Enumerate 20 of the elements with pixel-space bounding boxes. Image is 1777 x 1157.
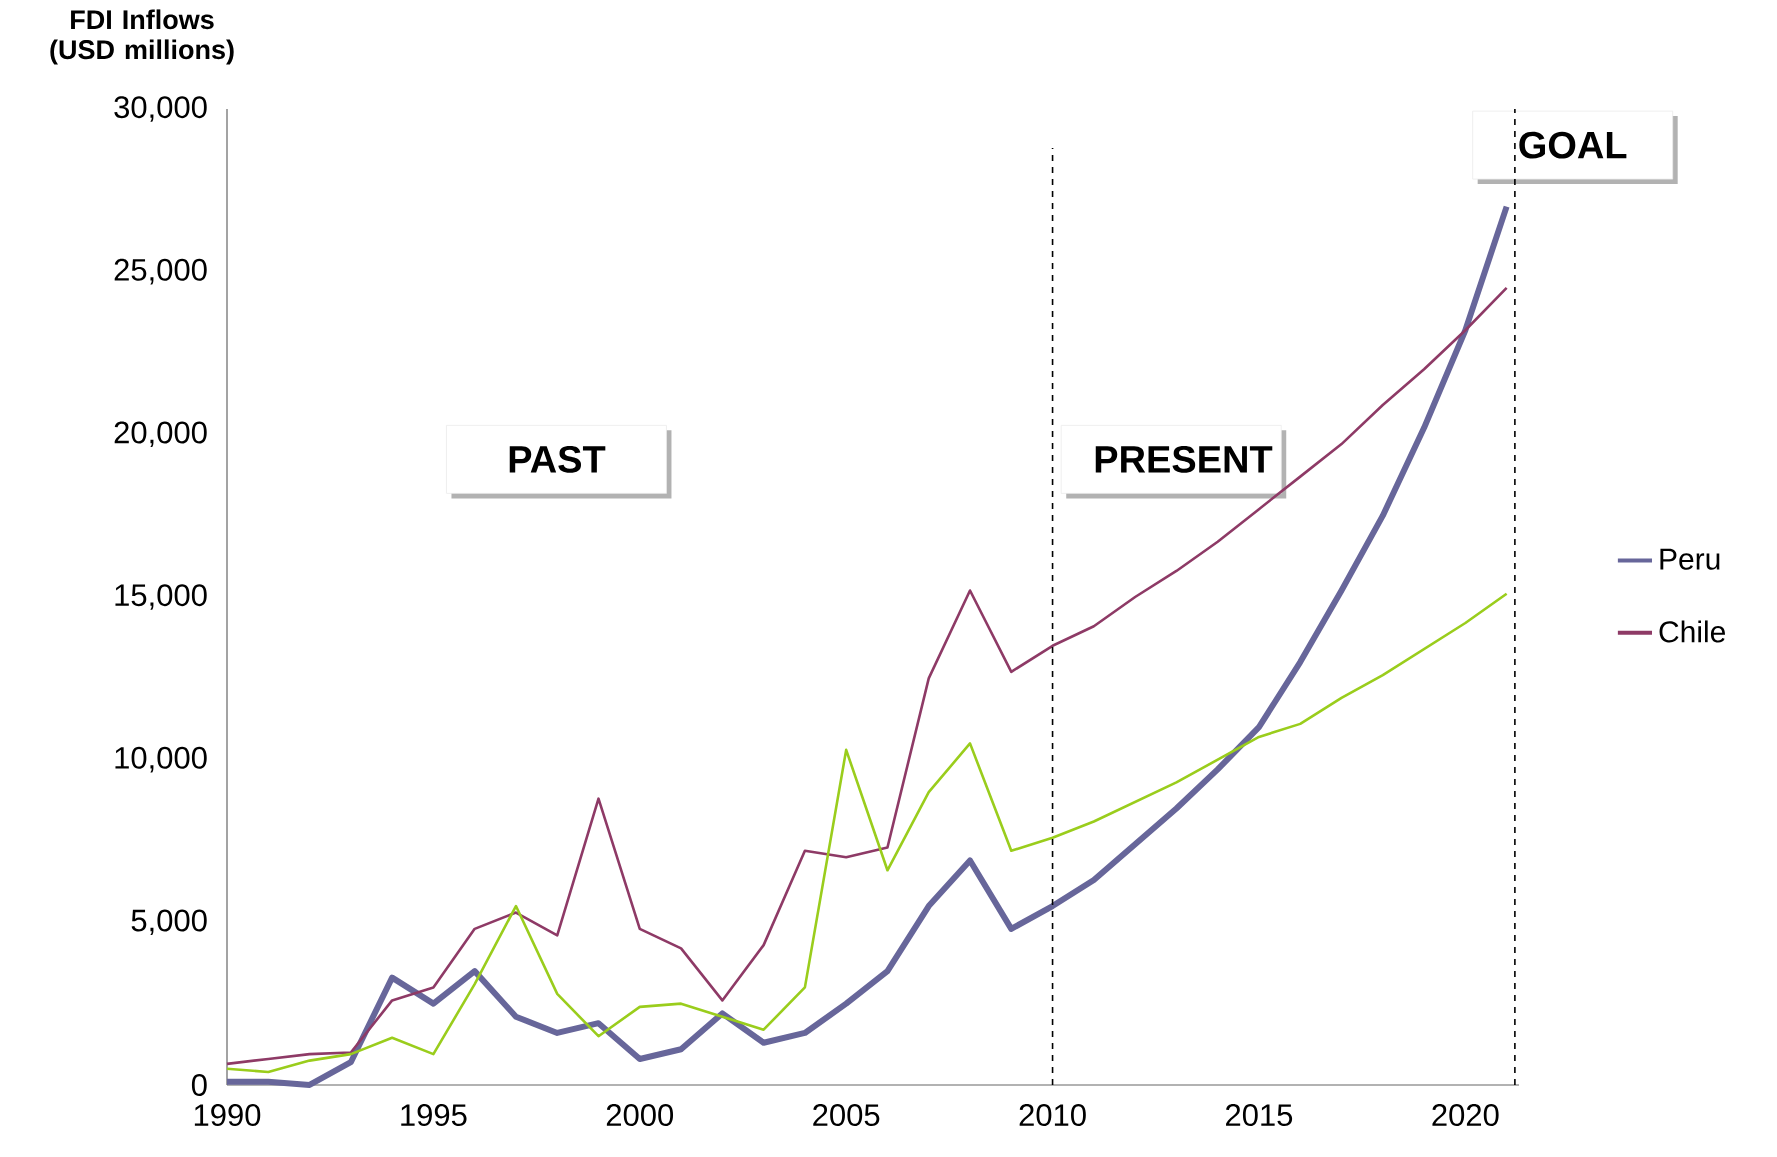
y-tick-label: 10,000 — [115, 746, 207, 773]
x-tick-label: 2005 — [813, 1104, 880, 1127]
annotation: PAST — [509, 445, 606, 473]
x-tick-label: 2010 — [1019, 1104, 1086, 1127]
x-tick-label: 2020 — [1432, 1104, 1499, 1127]
y-tick-label: 0 — [191, 1074, 207, 1096]
x-tick-label: 1995 — [401, 1104, 467, 1127]
legend-label: Peru — [1660, 548, 1720, 570]
ref-line-label: GOAL — [1519, 131, 1627, 159]
y-tick-label: 25,000 — [114, 258, 207, 285]
legend-label: Chile — [1659, 620, 1726, 643]
x-tick-label: 1990 — [194, 1104, 261, 1127]
ref-line-label: PRESENT — [1095, 445, 1273, 473]
y-axis-title: FDI Inflows (USD millions) — [50, 9, 234, 65]
x-tick-label: 2015 — [1226, 1104, 1293, 1127]
x-tick-label: 2000 — [606, 1104, 674, 1127]
y-tick-label: 5,000 — [131, 909, 207, 936]
y-tick-label: 20,000 — [114, 421, 207, 448]
y-tick-label: 30,000 — [114, 96, 207, 122]
y-tick-label: 15,000 — [115, 584, 207, 610]
